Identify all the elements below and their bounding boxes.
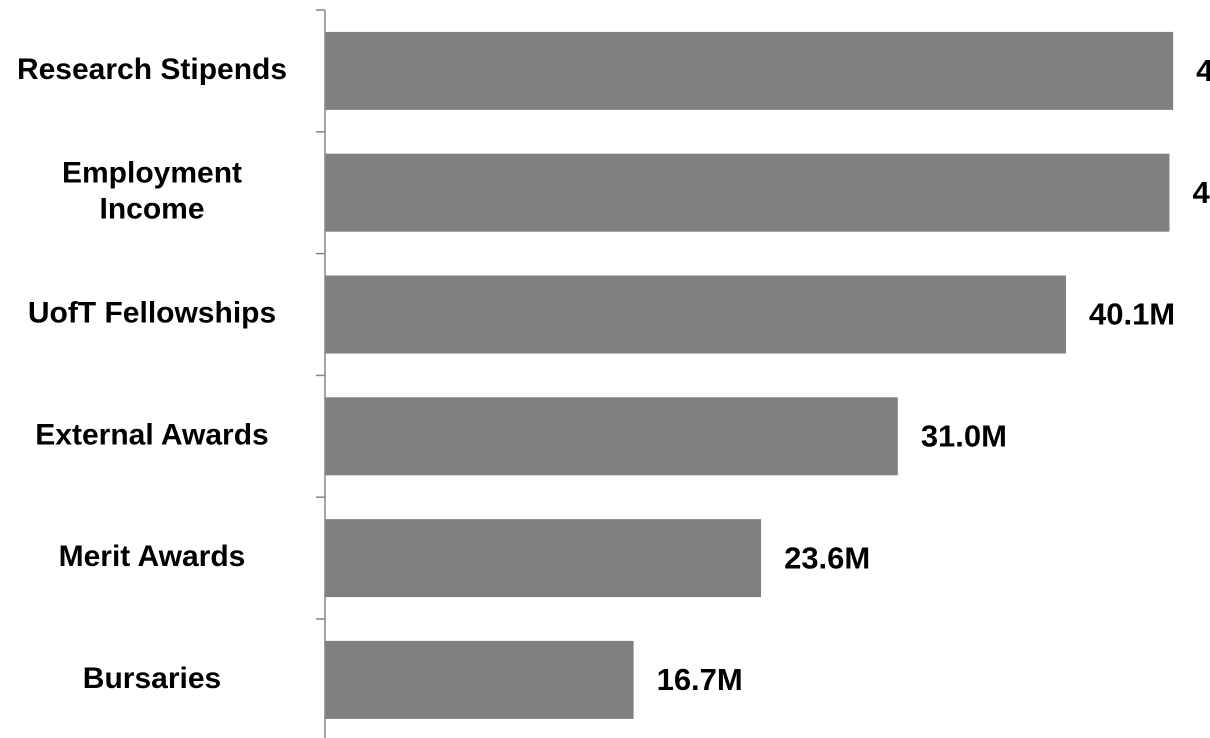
category-label-bursaries: Bursaries (83, 662, 221, 695)
value-label-employment-income: 45.7M (1192, 175, 1210, 210)
bar-bursaries (325, 640, 634, 719)
category-label-employment-income: Employment Income (62, 157, 242, 226)
bars-group (325, 31, 1174, 719)
value-label-uoft-fellowships: 40.1M (1089, 297, 1175, 332)
category-label-research-stipends: Research Stipends (17, 53, 287, 86)
category-labels: Research Stipends Employment Income UofT Fe… (17, 53, 287, 695)
value-label-merit-awards: 23.6M (784, 540, 870, 575)
category-label-merit-awards: Merit Awards (59, 540, 246, 573)
bar-research-stipends (325, 31, 1174, 110)
bar-external-awards (325, 397, 898, 476)
bar-merit-awards (325, 519, 762, 598)
value-label-bursaries: 16.7M (657, 662, 743, 697)
category-label-uoft-fellowships: UofT Fellowships (28, 296, 276, 329)
bar-uoft-fellowships (325, 275, 1066, 354)
value-label-external-awards: 31.0M (921, 418, 1007, 453)
value-labels: 45.9M 45.7M 40.1M 31.0M 23.6M 16.7M (657, 53, 1210, 697)
bar-employment-income (325, 153, 1170, 232)
value-label-research-stipends: 45.9M (1196, 53, 1210, 88)
category-axis (316, 9, 326, 738)
category-label-external-awards: External Awards (35, 418, 268, 451)
